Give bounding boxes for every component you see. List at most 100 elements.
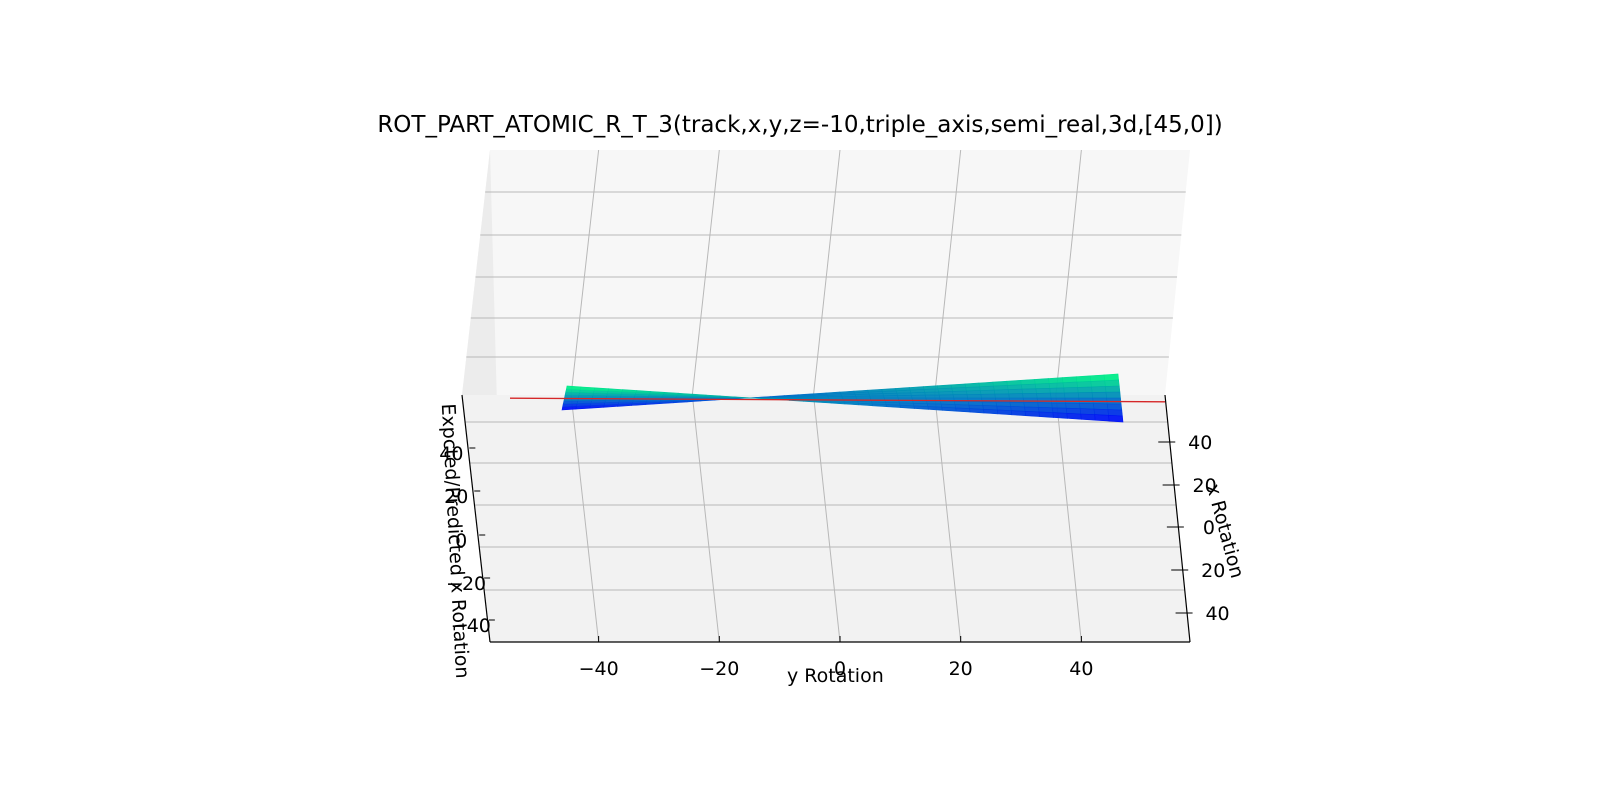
surface-patch — [924, 394, 941, 399]
surface-patch — [1105, 385, 1121, 393]
z-axis-line — [461, 394, 491, 643]
surface-patch — [1008, 397, 1025, 403]
grid-lines — [465, 149, 1186, 643]
surface-patch — [993, 389, 1010, 395]
x-rotation-tick-label: 20 — [1193, 475, 1217, 497]
surface-patch — [562, 400, 579, 405]
surface-patch — [1023, 402, 1039, 408]
surface-patch — [1024, 410, 1040, 417]
surface-patch — [1036, 392, 1052, 399]
surface-mesh — [509, 373, 1166, 423]
surface-patch — [1038, 411, 1054, 418]
surface-patch — [1062, 381, 1078, 389]
surface-patch — [1091, 386, 1107, 393]
surface-patch — [969, 408, 985, 414]
surface-patch — [869, 395, 885, 399]
x-rotation-tick-label: 20 — [1201, 560, 1225, 582]
surface-patch — [1007, 384, 1023, 390]
x-axis-label: y Rotation — [787, 665, 884, 687]
surface-patch — [980, 393, 996, 399]
surface-patch — [1077, 386, 1093, 394]
y-rotation-tick-label: −20 — [699, 658, 739, 680]
surface-patch — [1034, 383, 1051, 390]
surface-patch — [883, 395, 899, 399]
surface-patch — [1010, 410, 1027, 417]
surface-patch — [1079, 408, 1095, 415]
surface-patch — [1035, 387, 1051, 394]
surface-patch — [966, 390, 982, 395]
surface-patch — [1051, 402, 1067, 409]
surface-patch — [979, 389, 996, 395]
surface-patch — [1093, 408, 1109, 416]
z-tick-label: 40 — [439, 443, 463, 465]
surface-patch — [1103, 373, 1119, 382]
surface-patch — [1007, 388, 1023, 395]
x-rotation-axis-line — [1164, 394, 1191, 643]
z-tick-label: −40 — [451, 615, 491, 637]
surface-patch — [952, 394, 968, 399]
predicted-plane — [509, 397, 1166, 403]
surface-patch — [1021, 388, 1037, 394]
surface-patch — [983, 408, 999, 415]
surface-patch — [1052, 412, 1068, 419]
back-pane — [462, 150, 1190, 395]
surface-patch — [1020, 383, 1037, 390]
surface-patch — [1079, 402, 1095, 410]
tick-labels: −40 −20 0 20 40 40 20 0 20 40 40 20 0 −20 −40 — [439, 432, 1229, 680]
surface-patch — [897, 395, 913, 399]
z-tick-label: −20 — [446, 573, 486, 595]
surface-patch — [1022, 397, 1039, 403]
surface-patch — [979, 385, 995, 391]
surface-patch — [938, 391, 954, 396]
z-tick-label: 0 — [455, 530, 467, 552]
surface-patch — [1065, 402, 1081, 409]
surface-patch — [996, 409, 1013, 416]
surface-patch — [1092, 403, 1109, 410]
floor-pane — [462, 395, 1190, 642]
surface-patch — [1094, 414, 1110, 422]
surface-patch — [941, 406, 957, 412]
y-rotation-tick-label: 20 — [949, 658, 973, 680]
surface-patch — [1090, 380, 1106, 388]
surface-patch — [955, 407, 971, 413]
surface-patch — [1036, 397, 1052, 404]
surface-patch — [952, 390, 968, 396]
surface-patch — [1066, 412, 1082, 420]
surface-patch — [924, 391, 940, 396]
surface-patch — [1077, 392, 1094, 399]
surface-patch — [1008, 393, 1024, 399]
surface-patch — [938, 394, 955, 399]
surface-patch — [966, 393, 982, 399]
surface-patch — [593, 387, 610, 392]
surface-patch — [927, 406, 943, 411]
chart-title: ROT_PART_ATOMIC_R_T_3(track,x,y,z=-10,tr… — [377, 112, 1223, 138]
surface-patch — [994, 393, 1010, 399]
surface-patch — [1080, 413, 1096, 421]
z-tick-label: 20 — [444, 486, 468, 508]
surface-patch — [566, 385, 582, 391]
surface-patch — [1105, 391, 1121, 399]
surface-patch — [1063, 387, 1079, 394]
surface-patch — [579, 386, 596, 391]
surface-patch — [1075, 375, 1092, 383]
surface-patch — [1104, 379, 1120, 387]
surface-patch — [1048, 382, 1065, 389]
surface-patch — [1106, 403, 1123, 411]
surface-patch — [1076, 381, 1092, 388]
surface-patch — [1050, 392, 1066, 399]
surface-patch — [1107, 409, 1123, 417]
x-rotation-tick-label: 40 — [1205, 603, 1229, 625]
surface-patch — [1022, 393, 1038, 399]
surface-patch — [1108, 414, 1124, 423]
x-rotation-tick-label: 40 — [1188, 432, 1212, 454]
surface-patch — [1063, 392, 1080, 399]
surface-patch — [1089, 374, 1106, 382]
y-rotation-tick-label: −40 — [579, 658, 619, 680]
x-rotation-tick-label: 0 — [1203, 517, 1215, 539]
surface-patch — [1049, 387, 1065, 394]
surface-patch — [911, 394, 927, 399]
y-rotation-tick-label: 40 — [1069, 658, 1093, 680]
surface-patch — [1091, 391, 1107, 399]
surface-patch — [913, 405, 929, 410]
